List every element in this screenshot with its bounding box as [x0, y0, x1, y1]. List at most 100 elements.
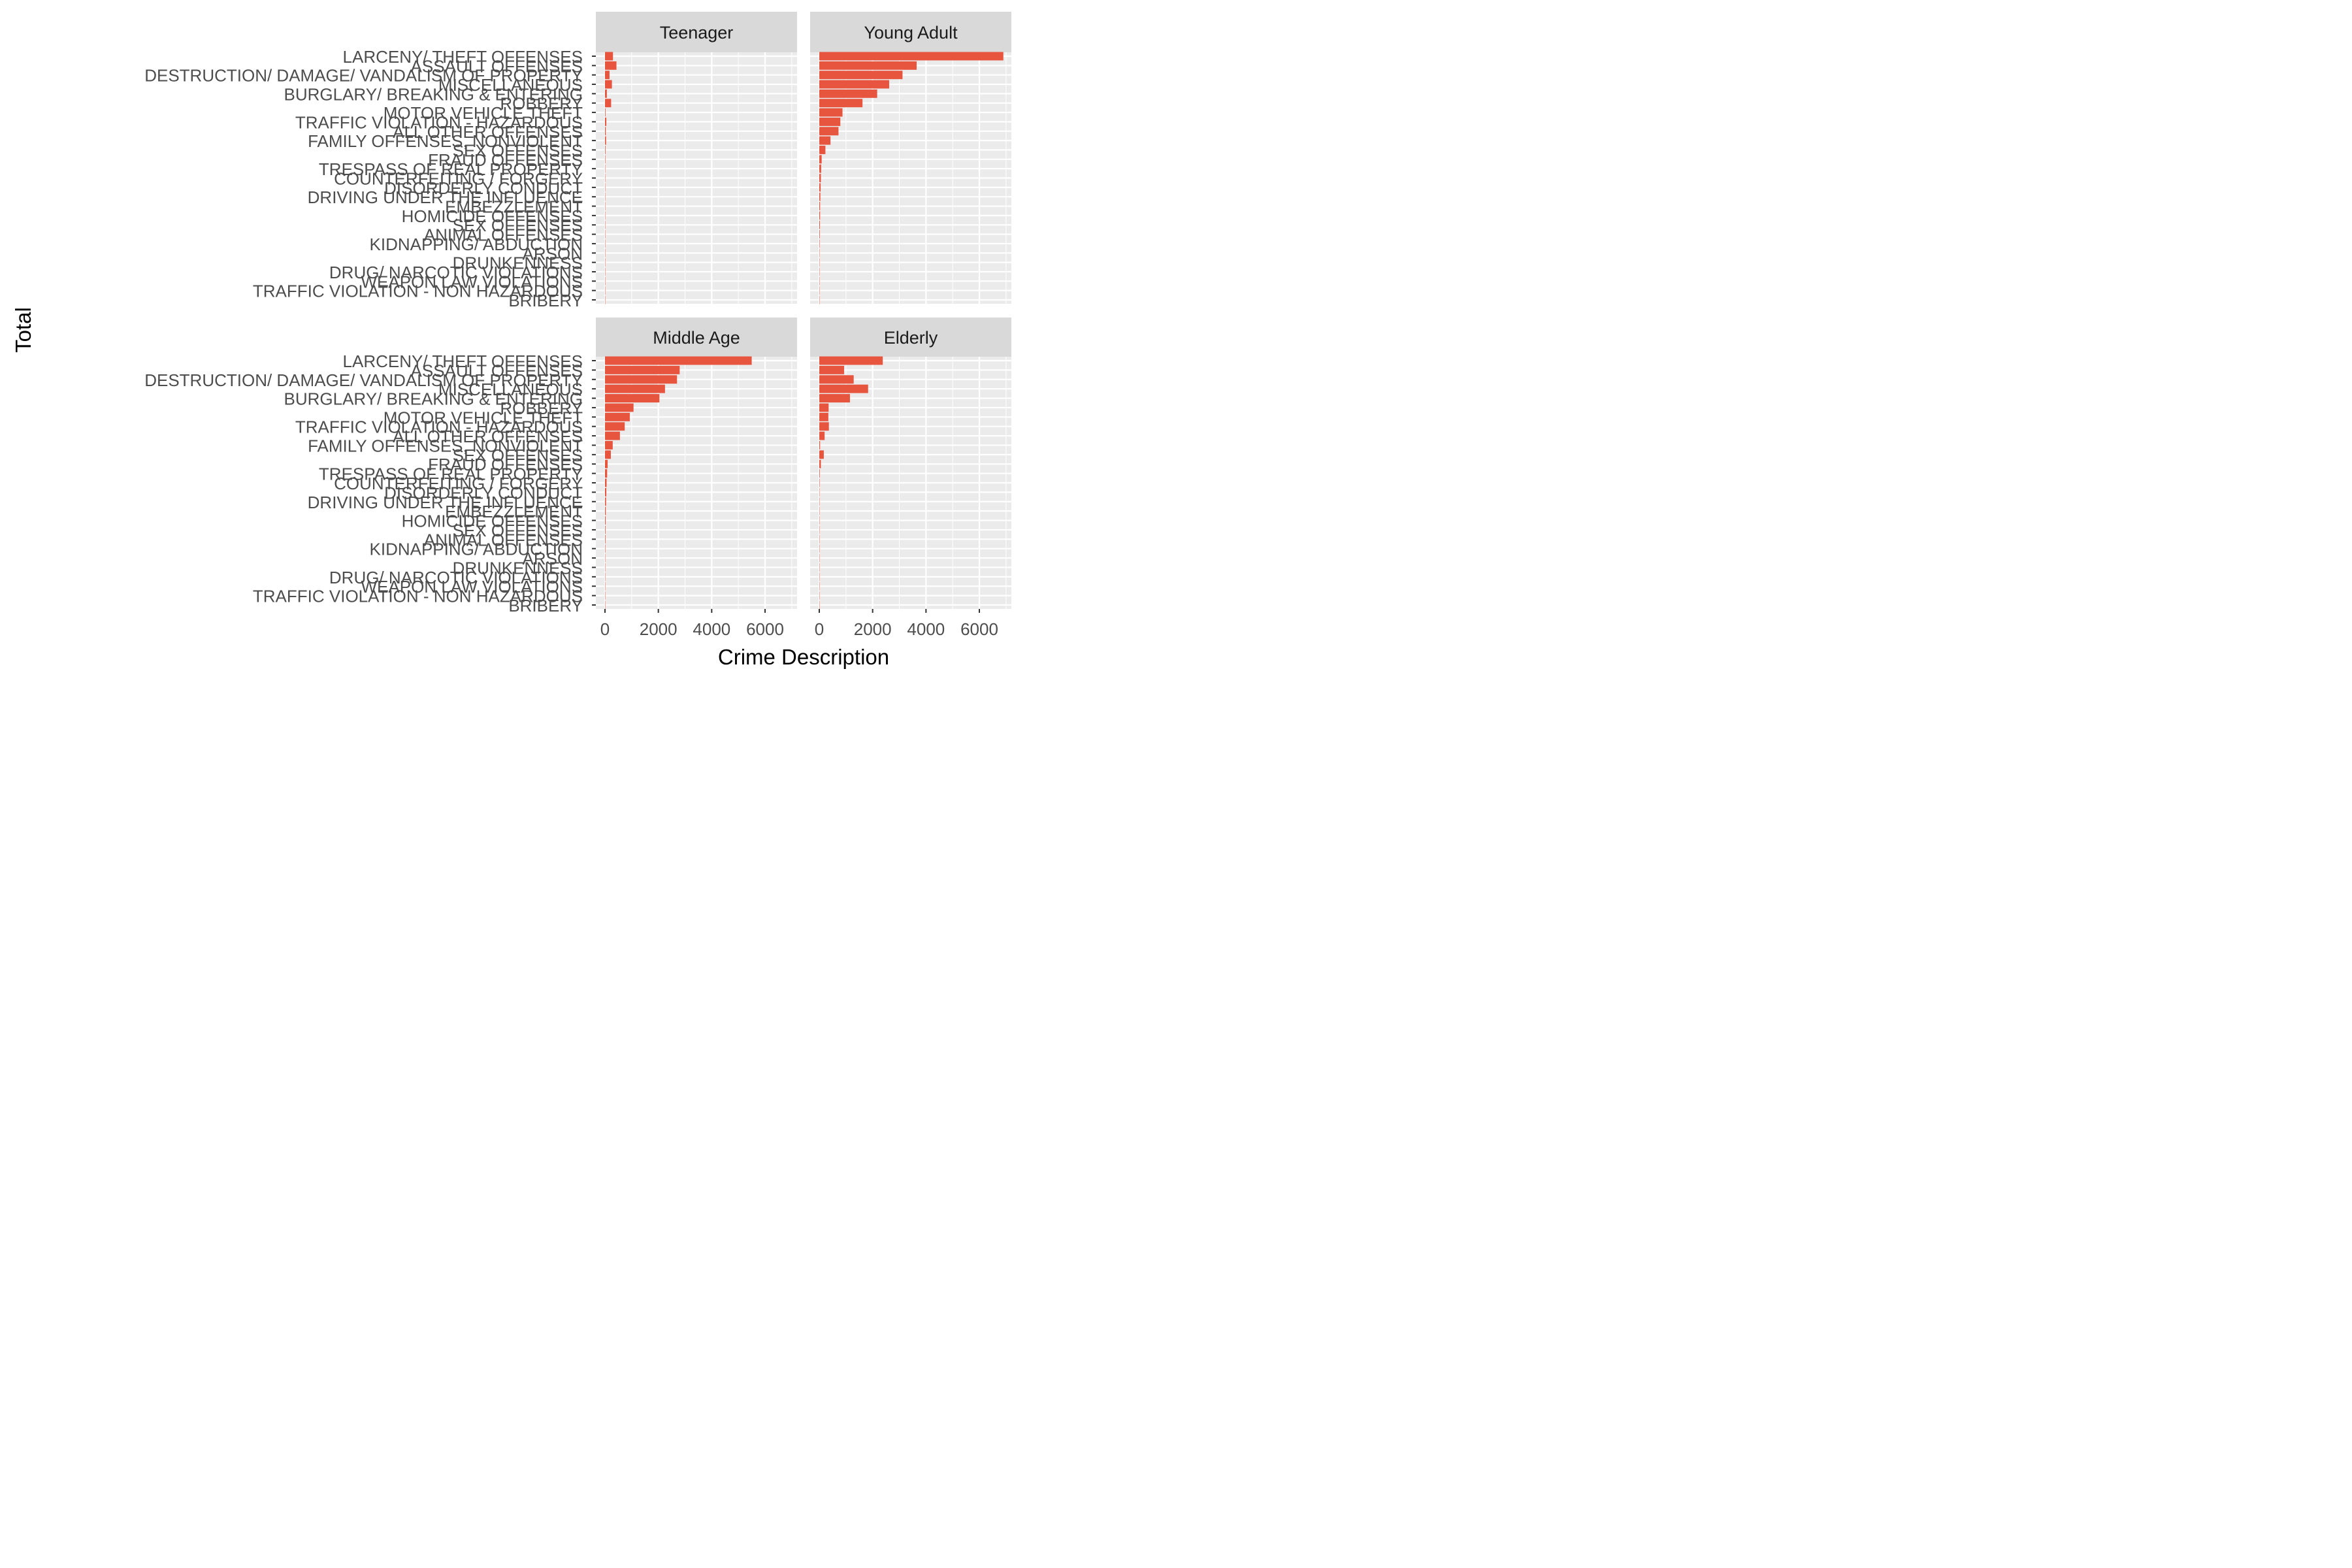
- bar: [605, 183, 606, 192]
- bar: [605, 248, 606, 257]
- category-label: ROBBERY: [500, 399, 583, 418]
- x-axis-title: Crime Description: [718, 645, 889, 669]
- category-label: HOMICIDE OFFENSES: [402, 512, 583, 531]
- bar: [819, 146, 826, 154]
- bar: [819, 183, 821, 192]
- bar: [819, 267, 820, 276]
- category-label: FRAUD OFFENSES: [428, 150, 583, 170]
- bar: [605, 239, 606, 248]
- bar: [605, 202, 606, 210]
- bar: [819, 450, 824, 459]
- bar: [819, 497, 820, 506]
- category-label: DISORDERLY CONDUCT: [384, 178, 583, 198]
- bar: [819, 295, 820, 304]
- category-label: MISCELLANEOUS: [438, 75, 583, 95]
- facet-panel: Young Adult: [810, 12, 1011, 304]
- bar: [605, 525, 606, 534]
- bar: [819, 591, 820, 600]
- category-label: SEX OFFENSES: [453, 140, 583, 160]
- category-label: ANIMAL OFFENSES: [424, 225, 583, 245]
- bar: [819, 534, 820, 544]
- bar: [605, 572, 606, 581]
- category-label: ROBBERY: [500, 94, 583, 114]
- bar: [819, 174, 821, 182]
- bar: [819, 403, 829, 412]
- category-label: MISCELLANEOUS: [438, 380, 583, 399]
- bar: [605, 220, 606, 229]
- category-label: BRIBERY: [508, 291, 583, 310]
- bar: [819, 61, 917, 70]
- bar: [819, 394, 850, 403]
- bar: [605, 459, 608, 468]
- bar: [605, 146, 606, 154]
- bar: [605, 89, 607, 98]
- bar: [819, 459, 821, 468]
- bar: [819, 52, 1004, 61]
- bar: [605, 563, 606, 572]
- bar: [605, 295, 606, 304]
- bar: [819, 164, 821, 173]
- facet-strip: [810, 12, 1011, 52]
- bar: [819, 99, 863, 108]
- category-label: FAMILY OFFENSES, NONVIOLENT: [308, 436, 583, 455]
- bar: [819, 365, 844, 374]
- x-tick-label: 6000: [746, 619, 784, 639]
- x-tick-label: 4000: [907, 619, 945, 639]
- bar: [605, 192, 606, 201]
- bar: [605, 478, 607, 487]
- bar: [819, 440, 821, 449]
- bar: [819, 117, 841, 126]
- category-label: ALL OTHER OFFENSES: [393, 427, 583, 446]
- bar: [605, 174, 606, 182]
- bar: [605, 506, 606, 515]
- bar: [605, 108, 606, 117]
- bar: [605, 356, 752, 365]
- y-axis-title: Total: [11, 307, 35, 353]
- bar: [819, 581, 820, 591]
- bar: [605, 469, 608, 478]
- bar: [605, 450, 611, 459]
- category-label: ASSAULT OFFENSES: [411, 361, 583, 380]
- category-label: DRUG/ NARCOTIC VIOLATIONS: [329, 263, 583, 282]
- bar: [605, 403, 634, 412]
- category-label: SEX OFFENSES: [453, 521, 583, 540]
- facet-strip: [810, 318, 1011, 357]
- bar: [605, 127, 606, 136]
- category-label: SEX OFFENSES: [453, 216, 583, 235]
- bar: [605, 553, 606, 563]
- bar: [605, 516, 606, 525]
- bar: [605, 394, 660, 403]
- category-label: TRESPASS OF REAL PROPERTY: [319, 159, 583, 179]
- category-label: BRIBERY: [508, 596, 583, 615]
- bar: [605, 276, 606, 286]
- category-label: DRIVING UNDER THE INFLUENCE: [308, 493, 583, 512]
- bar: [819, 431, 825, 440]
- category-label: MOTOR VEHICLE THEFT: [384, 103, 583, 123]
- category-label: COUNTERFEITING / FORGERY: [334, 169, 583, 189]
- bar: [605, 117, 607, 126]
- bar: [605, 164, 606, 173]
- bar: [819, 506, 820, 515]
- bar: [605, 591, 606, 600]
- category-label: ARSON: [523, 549, 583, 568]
- facet-panel: Elderly: [810, 318, 1011, 610]
- bar: [819, 544, 820, 553]
- bar: [605, 375, 678, 384]
- category-label: ASSAULT OFFENSES: [411, 56, 583, 76]
- facet-strip-label: Middle Age: [653, 328, 740, 348]
- bar: [605, 497, 606, 506]
- bar: [819, 525, 820, 534]
- facet-panel: Middle Age: [596, 318, 797, 610]
- bar: [605, 431, 620, 440]
- x-axis-ticks: 0 2000 4000 6000 0 2000 4000 6000: [600, 609, 998, 639]
- category-label: LARCENY/ THEFT OFFENSES: [343, 351, 583, 371]
- bar: [819, 239, 820, 248]
- category-label: WEAPON LAW VIOLATIONS: [361, 272, 583, 291]
- bar: [605, 365, 680, 374]
- x-tick-label: 2000: [854, 619, 892, 639]
- bar: [819, 375, 854, 384]
- bar: [605, 487, 607, 497]
- bar: [605, 422, 625, 431]
- bar: [819, 469, 820, 478]
